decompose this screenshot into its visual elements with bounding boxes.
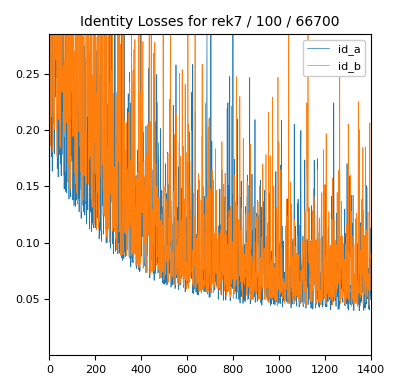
id_b: [364, 256, 369, 261]
Line: id_b: id_b: [50, 0, 371, 306]
id_b: [125, 248, 130, 252]
id_b: [216, 287, 221, 291]
id_a: [364, 302, 369, 307]
id_a: [125, 211, 130, 215]
id_a: [308, 301, 313, 306]
id_b: [356, 304, 360, 308]
Line: id_a: id_a: [50, 0, 371, 311]
Legend: id_a, id_b: id_a, id_b: [302, 40, 365, 76]
id_a: [368, 225, 373, 230]
id_a: [357, 308, 362, 313]
id_a: [158, 226, 163, 230]
Title: Identity Losses for rek7 / 100 / 66700: Identity Losses for rek7 / 100 / 66700: [80, 15, 340, 29]
id_a: [47, 195, 52, 200]
id_b: [308, 273, 313, 277]
id_a: [196, 274, 200, 279]
id_b: [47, 43, 52, 48]
id_b: [196, 279, 200, 284]
id_a: [216, 297, 221, 301]
id_b: [368, 288, 373, 293]
id_b: [158, 269, 163, 274]
